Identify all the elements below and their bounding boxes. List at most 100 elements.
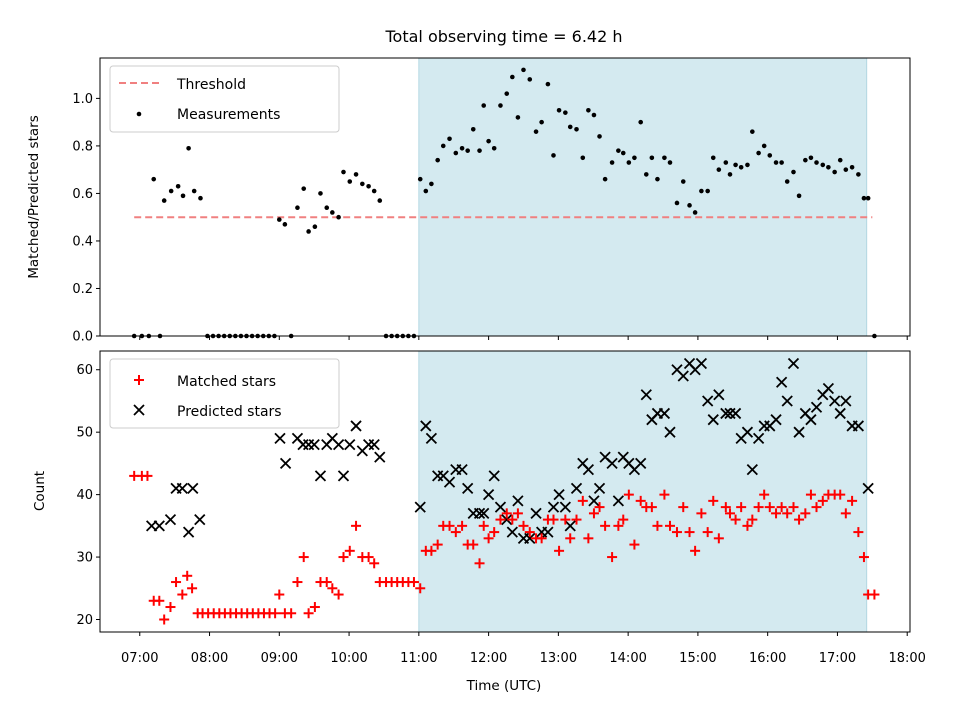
matched-stars-point	[776, 502, 787, 513]
predicted-stars-point	[420, 420, 432, 432]
x-tick-label: 07:00	[121, 651, 158, 666]
predicted-stars-point	[279, 457, 292, 470]
count-y-tick-label: 50	[76, 426, 93, 441]
measurement-point	[662, 155, 667, 161]
predicted-stars-point	[176, 482, 188, 495]
ratio-y-axis-label: Matched/Predicted stars	[26, 115, 42, 278]
matched-stars-point	[536, 533, 547, 544]
predicted-stars-point	[729, 407, 742, 420]
measurement-point	[761, 143, 767, 149]
measurement-point	[440, 143, 446, 149]
predicted-stars-point	[547, 501, 560, 513]
matched-stars-point	[495, 514, 506, 525]
matched-stars-point	[652, 520, 663, 531]
measurement-point	[632, 155, 637, 161]
measurement-point	[692, 210, 698, 215]
predicted-stars-point	[834, 407, 846, 420]
matched-stars-point	[512, 508, 523, 519]
predicted-stars-point	[274, 432, 286, 445]
matched-stars-point	[474, 558, 485, 569]
predicted-stars-point	[297, 439, 309, 451]
measurement-point	[168, 188, 174, 194]
predicted-stars-point	[829, 395, 841, 407]
predicted-stars-point	[822, 382, 835, 395]
predicted-stars-point	[793, 426, 805, 438]
count-y-tick-label: 30	[76, 551, 93, 566]
measurement-point	[447, 136, 452, 142]
predicted-stars-point	[787, 357, 800, 370]
measurements-legend-label: Measurements	[177, 107, 280, 123]
predicted-stars-point	[443, 476, 456, 488]
measurement-point	[324, 205, 330, 210]
predicted-stars-point	[462, 482, 474, 495]
measurement-point	[591, 112, 597, 118]
measurement-point	[820, 162, 826, 168]
matched-stars-point	[771, 508, 782, 519]
measurement-point	[756, 150, 761, 156]
x-tick-label: 17:00	[819, 651, 856, 666]
x-tick-label: 14:00	[609, 651, 646, 666]
matched-stars-point	[171, 577, 182, 588]
predicted-stars-point	[746, 464, 758, 476]
predicted-stars-point	[494, 501, 507, 513]
measurement-point	[602, 176, 608, 182]
ratio-plot-frame	[99, 57, 911, 337]
predicted-stars-point	[374, 451, 386, 463]
measurement-point	[306, 229, 311, 234]
matched-stars-point	[736, 502, 747, 513]
matched-stars-point	[286, 608, 297, 619]
matched-stars-point	[577, 495, 588, 506]
matched-legend-label: Matched stars	[177, 374, 276, 390]
predicted-stars-point	[425, 432, 438, 445]
ratio-y-tick-label: 0.2	[72, 282, 93, 297]
matched-stars-point	[426, 545, 437, 556]
measurement-point	[716, 167, 722, 172]
measurement-point	[826, 164, 831, 170]
measurement-point	[465, 148, 470, 153]
matched-stars-point	[565, 533, 576, 544]
measurement-point	[779, 160, 784, 165]
predicted-stars-point	[350, 420, 362, 432]
matched-stars-point	[594, 502, 605, 513]
measurement-point	[341, 169, 346, 175]
measurement-point	[477, 148, 482, 153]
measurement-point	[521, 67, 526, 73]
measurement-point	[486, 138, 491, 144]
matched-stars-point	[369, 558, 380, 569]
matched-stars-point	[759, 489, 770, 500]
matched-stars-point	[858, 552, 869, 563]
ratio-y-tick-label: 0.8	[72, 139, 93, 154]
measurement-point	[470, 126, 476, 132]
measurement-point	[417, 176, 423, 182]
measurement-point	[377, 198, 383, 203]
matched-stars-point	[659, 489, 670, 500]
measurement-point	[616, 148, 621, 153]
matched-stars-point	[507, 514, 518, 525]
measurement-point	[745, 162, 750, 168]
measurement-point	[175, 184, 181, 189]
x-tick-label: 11:00	[400, 651, 437, 666]
matched-stars-point	[613, 520, 624, 531]
predicted-stars-point	[559, 501, 571, 513]
measurement-point	[733, 162, 738, 168]
x-tick-label: 13:00	[540, 651, 577, 666]
measurement-point	[705, 188, 710, 194]
predicted-stars-point	[752, 432, 765, 445]
measurement-point	[865, 195, 871, 201]
count-panel: 20 30 40 50 60 07:00 08:00 09:00 10:00 11:00 12:0…	[32, 350, 926, 694]
measurement-point	[527, 77, 533, 82]
measurement-point	[510, 74, 515, 80]
matched-stars-point	[635, 495, 646, 506]
matched-stars-point	[588, 508, 599, 519]
matched-stars-point	[817, 495, 828, 506]
matched-stars-point	[309, 602, 320, 613]
measurement-point	[453, 150, 459, 156]
x-axis-label: Time (UTC)	[466, 678, 542, 694]
measurement-point	[791, 169, 796, 175]
measurement-point	[796, 193, 802, 199]
measurement-point	[330, 210, 335, 215]
matched-stars-point	[363, 552, 374, 563]
predicted-stars-point	[314, 470, 327, 482]
matched-stars-point	[753, 502, 764, 513]
measurement-point	[353, 172, 359, 177]
